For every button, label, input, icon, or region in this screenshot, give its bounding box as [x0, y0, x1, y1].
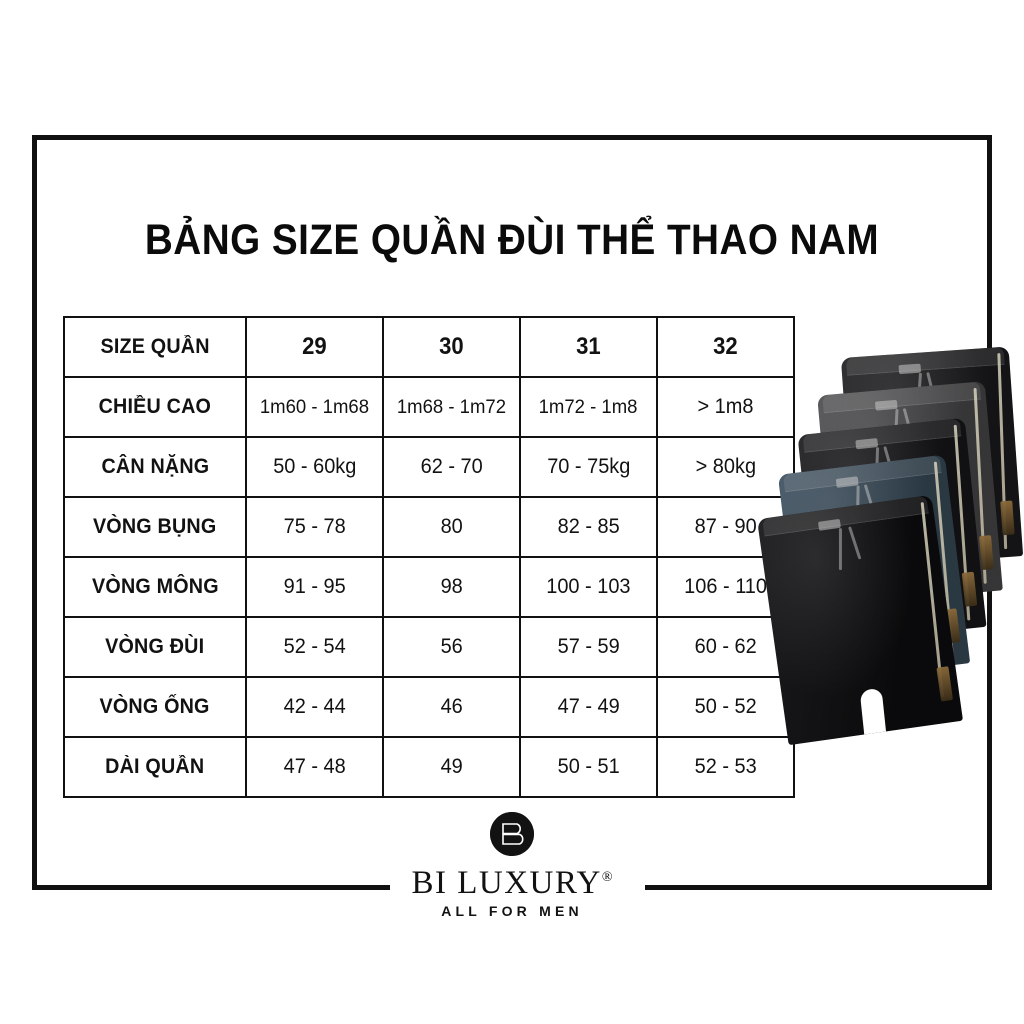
cell-text: 70 - 75kg	[546, 455, 631, 478]
row-label-text: VÒNG ĐÙI	[105, 635, 205, 658]
row-cell: 1m68 - 1m72	[382, 376, 521, 438]
row-cell: 100 - 103	[519, 556, 658, 618]
cell-text: 87 - 90	[694, 515, 757, 538]
row-cell: 1m60 - 1m68	[245, 376, 384, 438]
row-label-text: VÒNG ỐNG	[99, 695, 211, 718]
row-cell: 46	[382, 676, 521, 738]
row-cell: 98	[382, 556, 521, 618]
cell-text: 1m68 - 1m72	[396, 395, 507, 418]
size-label-text: SIZE QUẦN	[100, 335, 210, 358]
row-cell: 57 - 59	[519, 616, 658, 678]
frame-line-break	[390, 860, 645, 920]
size-value-30: 30	[439, 333, 464, 360]
cell-text: 50 - 52	[694, 695, 757, 718]
row-label-text: CHIỀU CAO	[98, 395, 212, 418]
cell-text: 1m72 - 1m8	[539, 395, 638, 418]
row-label-text: VÒNG MÔNG	[91, 575, 219, 598]
cell-text: 60 - 62	[694, 635, 757, 658]
cell-text: > 1m8	[697, 395, 754, 418]
size-value-29: 29	[302, 333, 327, 360]
row-label: VÒNG MÔNG	[63, 556, 247, 618]
table-row: VÒNG MÔNG 91 - 95 98 100 - 103 106 - 110	[63, 556, 795, 618]
cell-text: 52 - 54	[283, 635, 346, 658]
row-label: CHIỀU CAO	[63, 376, 247, 438]
size-value-32: 32	[713, 333, 738, 360]
row-cell: 52 - 53	[656, 736, 795, 798]
row-cell: 75 - 78	[245, 496, 384, 558]
row-label-text: VÒNG BỤNG	[93, 515, 217, 538]
cell-text: 82 - 85	[557, 515, 620, 538]
page-title: BẢNG SIZE QUẦN ĐÙI THỂ THAO NAM	[144, 216, 880, 264]
shorts-black-3	[756, 494, 964, 746]
table-row: VÒNG ĐÙI 52 - 54 56 57 - 59 60 - 62	[63, 616, 795, 678]
cell-text: 98	[440, 575, 463, 598]
cell-text: 49	[440, 755, 463, 778]
cell-text: > 80kg	[695, 455, 756, 478]
row-cell: 82 - 85	[519, 496, 658, 558]
row-label: VÒNG ĐÙI	[63, 616, 247, 678]
row-cell: 56	[382, 616, 521, 678]
cell-text: 62 - 70	[420, 455, 483, 478]
registered-mark: ®	[601, 870, 613, 885]
table-cell-size-30: 30	[382, 316, 521, 378]
table-cell-size-label: SIZE QUẦN	[63, 316, 247, 378]
cell-text: 106 - 110	[684, 575, 767, 598]
row-label: VÒNG BỤNG	[63, 496, 247, 558]
table-row: CHIỀU CAO 1m60 - 1m68 1m68 - 1m72 1m72 -…	[63, 376, 795, 438]
row-cell: 49	[382, 736, 521, 798]
row-label: CÂN NẶNG	[63, 436, 247, 498]
size-value-31: 31	[576, 333, 601, 360]
cell-text: 57 - 59	[557, 635, 620, 658]
row-cell: 1m72 - 1m8	[519, 376, 658, 438]
row-cell: 80	[382, 496, 521, 558]
row-cell: 47 - 48	[245, 736, 384, 798]
cell-text: 100 - 103	[546, 575, 631, 598]
row-cell: 42 - 44	[245, 676, 384, 738]
cell-text: 46	[440, 695, 463, 718]
cell-text: 50 - 60kg	[272, 455, 357, 478]
brand-logo: BI LUXURY® ALL FOR MEN	[0, 812, 1024, 919]
cell-text: 56	[440, 635, 463, 658]
row-label: DÀI QUẦN	[63, 736, 247, 798]
table-header-row: SIZE QUẦN 29 30 31 32	[63, 316, 795, 378]
table-row: CÂN NẶNG 50 - 60kg 62 - 70 70 - 75kg > 8…	[63, 436, 795, 498]
cell-text: 47 - 49	[557, 695, 620, 718]
row-cell: 60 - 62	[656, 616, 795, 678]
row-cell: 91 - 95	[245, 556, 384, 618]
cell-text: 91 - 95	[283, 575, 346, 598]
row-cell: > 1m8	[656, 376, 795, 438]
cell-text: 52 - 53	[694, 755, 757, 778]
product-photo-shorts	[756, 346, 1024, 750]
size-table: SIZE QUẦN 29 30 31 32 CHIỀU CAO 1m60 - 1…	[63, 316, 795, 798]
table-row: DÀI QUẦN 47 - 48 49 50 - 51 52 - 53	[63, 736, 795, 798]
row-cell: 62 - 70	[382, 436, 521, 498]
table-cell-size-29: 29	[245, 316, 384, 378]
brand-wordmark: BI LUXURY®	[411, 860, 612, 901]
brand-tagline: ALL FOR MEN	[441, 903, 583, 919]
cell-text: 1m60 - 1m68	[259, 395, 370, 418]
cell-text: 47 - 48	[283, 755, 346, 778]
table-row: VÒNG BỤNG 75 - 78 80 82 - 85 87 - 90	[63, 496, 795, 558]
cell-text: 75 - 78	[283, 515, 346, 538]
cell-text: 50 - 51	[557, 755, 620, 778]
row-cell: 47 - 49	[519, 676, 658, 738]
row-label-text: CÂN NẶNG	[101, 455, 209, 478]
cell-text: 80	[440, 515, 463, 538]
row-label: VÒNG ỐNG	[63, 676, 247, 738]
row-cell: 70 - 75kg	[519, 436, 658, 498]
row-cell: 50 - 60kg	[245, 436, 384, 498]
cell-text: 42 - 44	[283, 695, 346, 718]
table-cell-size-31: 31	[519, 316, 658, 378]
row-cell: 52 - 54	[245, 616, 384, 678]
row-label-text: DÀI QUẦN	[105, 755, 205, 778]
bi-luxury-b-monogram-icon	[490, 812, 534, 856]
table-row: VÒNG ỐNG 42 - 44 46 47 - 49 50 - 52	[63, 676, 795, 738]
row-cell: > 80kg	[656, 436, 795, 498]
brand-wordmark-text: BI LUXURY	[411, 865, 602, 901]
table-cell-size-32: 32	[656, 316, 795, 378]
row-cell: 50 - 51	[519, 736, 658, 798]
